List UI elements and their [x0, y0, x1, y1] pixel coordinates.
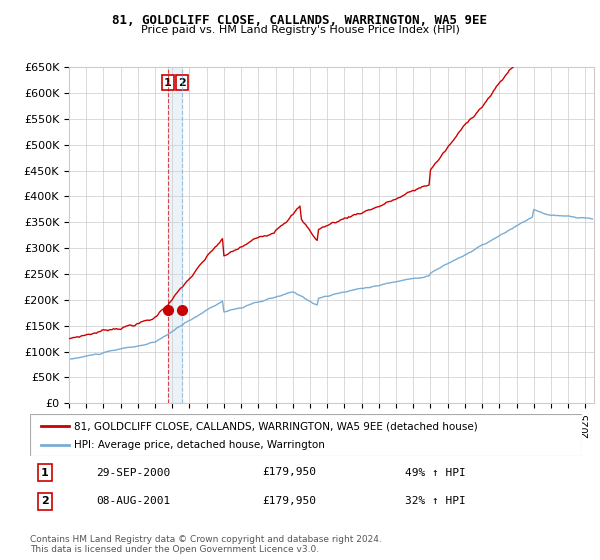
Text: 81, GOLDCLIFF CLOSE, CALLANDS, WARRINGTON, WA5 9EE (detached house): 81, GOLDCLIFF CLOSE, CALLANDS, WARRINGTO… — [74, 421, 478, 431]
Text: 2: 2 — [178, 78, 186, 88]
Text: Price paid vs. HM Land Registry's House Price Index (HPI): Price paid vs. HM Land Registry's House … — [140, 25, 460, 35]
Text: 1: 1 — [164, 78, 172, 88]
Text: 1: 1 — [41, 468, 49, 478]
Bar — [168, 67, 182, 403]
Text: 32% ↑ HPI: 32% ↑ HPI — [406, 497, 466, 506]
Text: 2: 2 — [41, 497, 49, 506]
Text: Contains HM Land Registry data © Crown copyright and database right 2024.
This d: Contains HM Land Registry data © Crown c… — [30, 535, 382, 554]
Text: £179,950: £179,950 — [262, 468, 316, 478]
Text: 29-SEP-2000: 29-SEP-2000 — [96, 468, 170, 478]
Text: 81, GOLDCLIFF CLOSE, CALLANDS, WARRINGTON, WA5 9EE: 81, GOLDCLIFF CLOSE, CALLANDS, WARRINGTO… — [113, 14, 487, 27]
FancyBboxPatch shape — [30, 414, 582, 456]
Text: £179,950: £179,950 — [262, 497, 316, 506]
Text: 08-AUG-2001: 08-AUG-2001 — [96, 497, 170, 506]
Text: 49% ↑ HPI: 49% ↑ HPI — [406, 468, 466, 478]
Text: HPI: Average price, detached house, Warrington: HPI: Average price, detached house, Warr… — [74, 440, 325, 450]
